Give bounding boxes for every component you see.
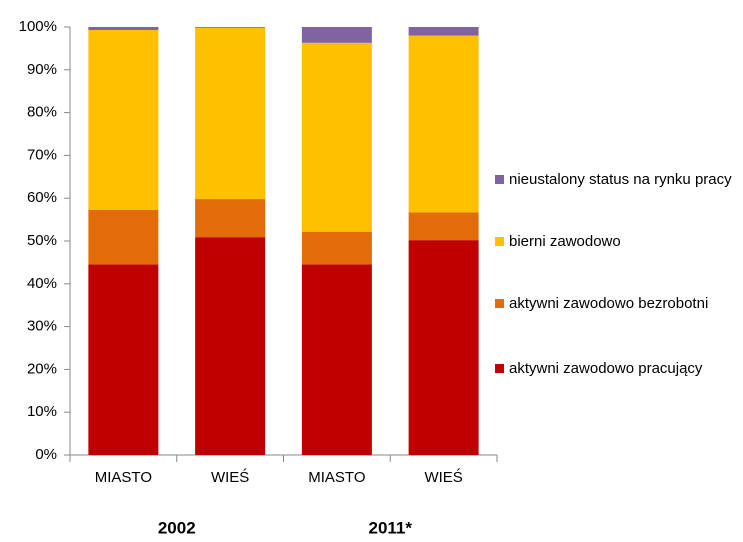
y-tick-label: 60% — [27, 189, 57, 206]
bar-segment — [301, 42, 372, 233]
x-tick-label: MIASTO — [95, 469, 152, 486]
bar-segment — [195, 27, 266, 200]
y-tick-label: 90% — [27, 61, 57, 78]
group-label: 2011* — [369, 518, 413, 537]
bar-segment — [408, 27, 479, 36]
bar-segment — [301, 232, 372, 265]
x-tick-label: WIEŚ — [424, 468, 462, 486]
legend-swatch — [495, 175, 504, 184]
y-tick-label: 30% — [27, 318, 57, 335]
legend-entry: bierni zawodowo — [495, 230, 735, 253]
bar-segment — [408, 240, 479, 455]
bar-segment — [88, 264, 159, 455]
y-tick-label: 10% — [27, 403, 57, 420]
bar-segment — [408, 35, 479, 213]
x-tick-label: MIASTO — [308, 469, 365, 486]
y-tick-label: 40% — [27, 275, 57, 292]
y-tick-label: 0% — [35, 446, 57, 463]
group-label: 2002 — [158, 518, 196, 537]
legend-swatch — [495, 364, 504, 373]
legend-entry: nieustalony status na rynku pracy — [495, 168, 735, 191]
y-tick-label: 80% — [27, 104, 57, 121]
legend-swatch — [495, 299, 504, 308]
x-tick-label: WIEŚ — [211, 468, 249, 486]
legend-label: aktywni zawodowo pracujący — [509, 360, 703, 377]
legend-label: nieustalony status na rynku pracy — [509, 171, 732, 188]
y-tick-label: 100% — [19, 18, 57, 35]
legend-entry: aktywni zawodowo bezrobotni — [495, 292, 735, 315]
legend-label: bierni zawodowo — [509, 233, 621, 250]
y-tick-label: 20% — [27, 360, 57, 377]
legend-label: aktywni zawodowo bezrobotni — [509, 295, 709, 312]
y-tick-label: 50% — [27, 232, 57, 249]
y-tick-label: 70% — [27, 146, 57, 163]
bar-segment — [195, 27, 266, 28]
bar-segment — [195, 199, 266, 238]
legend-swatch — [495, 237, 504, 246]
bar-segment — [88, 209, 159, 265]
bar-segment — [88, 27, 159, 30]
bar-segment — [88, 29, 159, 210]
bar-segment — [301, 264, 372, 455]
legend-entry: aktywni zawodowo pracujący — [495, 357, 735, 380]
bar-segment — [301, 27, 372, 43]
bar-segment — [408, 212, 479, 241]
bar-segment — [195, 237, 266, 455]
